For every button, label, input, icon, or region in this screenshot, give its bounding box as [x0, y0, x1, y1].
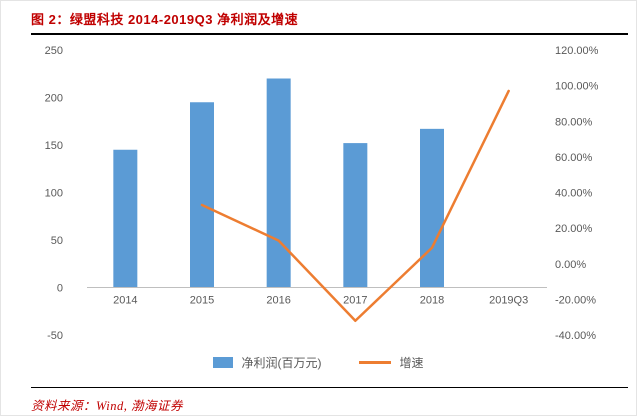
svg-text:50: 50 — [51, 235, 63, 247]
bar-series-swatch-icon — [213, 356, 234, 368]
source-note: 资料来源：Wind, 渤海证券 — [31, 399, 183, 413]
svg-text:2016: 2016 — [266, 295, 290, 307]
figure-title: 图 2：绿盟科技 2014-2019Q3 净利润及增速 — [31, 12, 299, 27]
legend-label-net-profit: 净利润(百万元) — [241, 355, 322, 370]
figure-header: 图 2：绿盟科技 2014-2019Q3 净利润及增速 — [1, 1, 636, 33]
footer-divider — [31, 387, 628, 388]
svg-text:2014: 2014 — [113, 295, 137, 307]
chart-canvas: 250 200 150 100 50 0 -50 120.00% 100.00% 80.00% 60… — [45, 45, 599, 342]
svg-text:20.00%: 20.00% — [555, 223, 593, 235]
svg-text:100: 100 — [45, 188, 63, 200]
svg-text:200: 200 — [45, 93, 63, 105]
svg-text:150: 150 — [45, 140, 63, 152]
title-divider — [31, 33, 628, 35]
svg-text:2018: 2018 — [420, 295, 444, 307]
svg-text:2015: 2015 — [190, 295, 214, 307]
chart-legend: 净利润(百万元) 增速 — [1, 350, 636, 374]
svg-text:80.00%: 80.00% — [555, 116, 593, 128]
legend-label-growth: 增速 — [399, 355, 424, 370]
svg-text:-50: -50 — [47, 330, 63, 342]
svg-text:0.00%: 0.00% — [555, 259, 586, 271]
svg-text:60.00%: 60.00% — [555, 152, 593, 164]
svg-text:120.00%: 120.00% — [555, 45, 599, 57]
svg-text:2019Q3: 2019Q3 — [489, 295, 528, 307]
line-series-swatch-icon — [359, 360, 392, 364]
svg-text:40.00%: 40.00% — [555, 188, 593, 200]
svg-text:-40.00%: -40.00% — [555, 330, 596, 342]
svg-text:2017: 2017 — [343, 295, 367, 307]
svg-text:250: 250 — [45, 45, 63, 57]
combo-chart: 250 200 150 100 50 0 -50 120.00% 100.00% 80.00% 60… — [1, 35, 636, 350]
svg-text:100.00%: 100.00% — [555, 81, 599, 93]
legend-item-net-profit: 净利润(百万元) — [213, 354, 321, 371]
svg-text:0: 0 — [57, 283, 63, 295]
legend-item-growth: 增速 — [359, 354, 424, 371]
svg-text:-20.00%: -20.00% — [555, 294, 596, 306]
figure-footer: 资料来源：Wind, 渤海证券 — [1, 388, 636, 414]
